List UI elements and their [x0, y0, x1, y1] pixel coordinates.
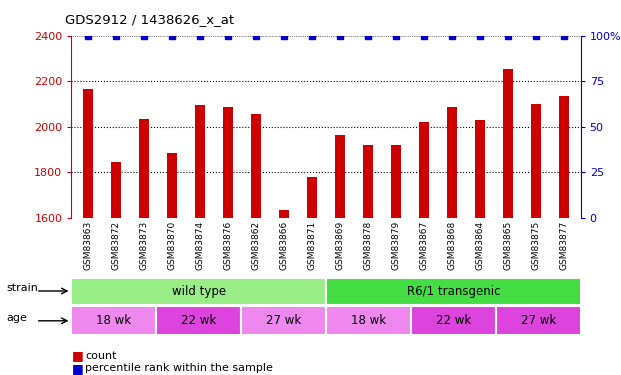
Text: GSM83879: GSM83879 — [391, 220, 401, 270]
Text: GSM83862: GSM83862 — [252, 220, 261, 270]
Bar — [419, 122, 429, 218]
Text: 27 wk: 27 wk — [266, 314, 301, 327]
Bar — [71, 306, 156, 335]
Text: GSM83866: GSM83866 — [279, 220, 289, 270]
Bar — [71, 278, 326, 304]
Bar — [559, 96, 569, 218]
Bar — [326, 278, 581, 304]
Text: GSM83874: GSM83874 — [196, 220, 204, 270]
Bar — [496, 306, 581, 335]
Text: wild type: wild type — [171, 285, 226, 297]
Bar — [167, 153, 177, 218]
Text: GSM83867: GSM83867 — [419, 220, 428, 270]
Text: count: count — [85, 351, 117, 361]
Text: GSM83863: GSM83863 — [84, 220, 93, 270]
Bar — [503, 69, 513, 218]
Text: GSM83869: GSM83869 — [335, 220, 345, 270]
Bar — [447, 107, 457, 218]
Bar — [363, 145, 373, 218]
Text: GSM83865: GSM83865 — [504, 220, 512, 270]
Text: GSM83876: GSM83876 — [224, 220, 233, 270]
Text: 27 wk: 27 wk — [520, 314, 556, 327]
Text: ■: ■ — [71, 350, 83, 362]
Bar — [279, 210, 289, 218]
Text: GSM83878: GSM83878 — [363, 220, 373, 270]
Bar — [411, 306, 496, 335]
Bar — [83, 89, 93, 218]
Text: GSM83875: GSM83875 — [532, 220, 540, 270]
Text: 22 wk: 22 wk — [436, 314, 471, 327]
Text: percentile rank within the sample: percentile rank within the sample — [85, 363, 273, 373]
Text: GSM83872: GSM83872 — [112, 220, 120, 270]
Bar — [223, 107, 233, 218]
Text: ■: ■ — [71, 362, 83, 375]
Text: GDS2912 / 1438626_x_at: GDS2912 / 1438626_x_at — [65, 13, 234, 26]
Text: age: age — [6, 313, 27, 323]
Text: GSM83877: GSM83877 — [560, 220, 568, 270]
Bar — [307, 177, 317, 218]
Bar — [195, 105, 205, 218]
Bar — [251, 114, 261, 218]
Bar — [531, 104, 541, 218]
Text: GSM83864: GSM83864 — [476, 220, 484, 270]
Bar — [391, 145, 401, 218]
Text: R6/1 transgenic: R6/1 transgenic — [407, 285, 500, 297]
Bar — [139, 118, 149, 218]
Text: GSM83871: GSM83871 — [307, 220, 317, 270]
Text: GSM83870: GSM83870 — [168, 220, 176, 270]
Bar — [475, 120, 485, 218]
Bar — [156, 306, 241, 335]
Bar — [241, 306, 326, 335]
Text: GSM83873: GSM83873 — [140, 220, 148, 270]
Text: 22 wk: 22 wk — [181, 314, 216, 327]
Text: 18 wk: 18 wk — [351, 314, 386, 327]
Text: GSM83868: GSM83868 — [448, 220, 456, 270]
Bar — [326, 306, 411, 335]
Bar — [111, 162, 121, 218]
Text: strain: strain — [6, 283, 38, 293]
Text: 18 wk: 18 wk — [96, 314, 132, 327]
Bar — [335, 135, 345, 218]
